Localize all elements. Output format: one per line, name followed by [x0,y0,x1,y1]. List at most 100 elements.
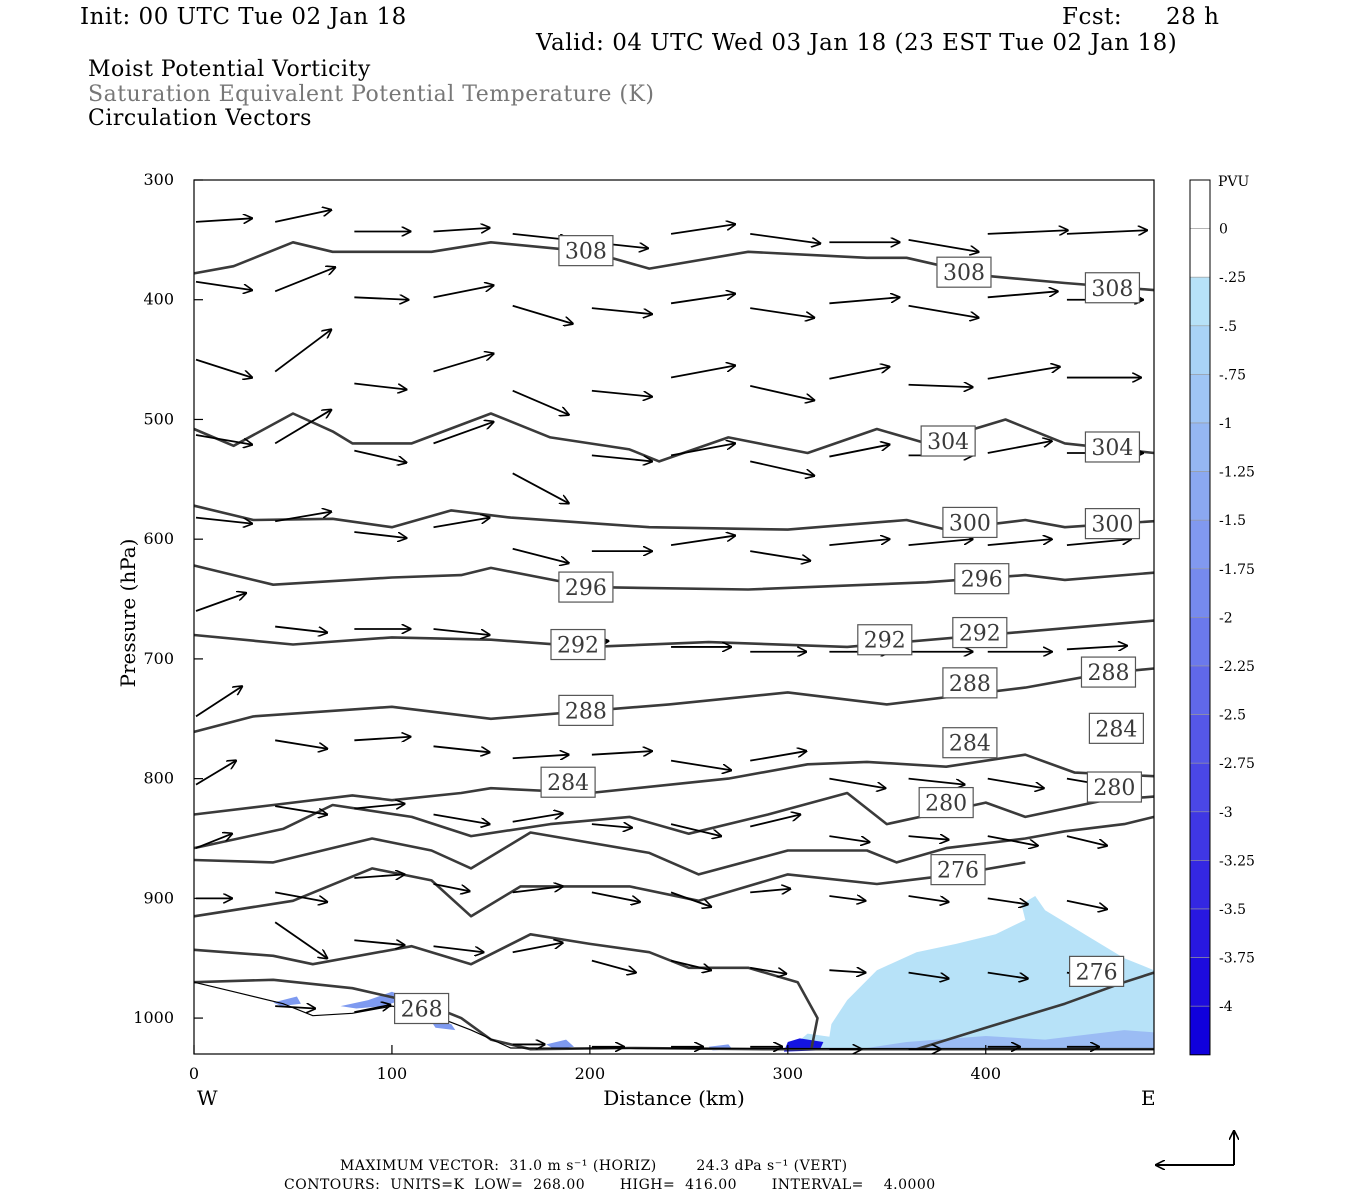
contour-label-box [857,624,913,656]
circulation-vector [512,389,569,415]
contour-label: 284 [547,771,589,796]
theta-es-contour-line [193,861,1026,918]
y-tick-label: 1000 [133,1008,174,1027]
circulation-vector [908,777,965,785]
theta-es-contour-line [193,564,1155,591]
circulation-vector [433,883,470,891]
colorbar-swatch [1189,374,1211,424]
contour-label: 288 [949,672,991,697]
x-tick-label: 0 [189,1064,199,1083]
circulation-vector [750,889,790,893]
theta-es-contour-line [193,933,819,1049]
circulation-vector [908,304,979,318]
circulation-vector [670,366,735,379]
circulation-vector [591,824,632,828]
contour-label-box [952,616,1008,649]
circulation-vector [433,813,490,825]
contour-label-box [1068,955,1125,987]
contour-label-box [394,992,450,1025]
circulation-vector [354,940,404,945]
colorbar-swatch [1189,957,1211,1007]
forecast-hour: 28 h [1166,4,1220,30]
y-axis-label: Pressure (hPa) [116,539,140,688]
circulation-vector [354,449,406,463]
circulation-vector [987,539,1052,547]
theta-es-contour-line [193,815,1155,876]
circulation-vector [750,751,806,762]
circulation-vector [987,367,1060,380]
colorbar-label: -1.75 [1219,562,1255,578]
colorbar-label: -2 [1219,610,1233,626]
circulation-vector [195,761,236,786]
colorbar-units: PVU [1218,174,1250,190]
circulation-vector [670,823,721,836]
contour-label-box [942,667,998,699]
contour-label-box [558,694,614,726]
colorbar-label: -.5 [1219,319,1237,335]
contour-label: 308 [943,261,985,286]
theta-es-contour-line [193,241,1155,292]
circulation-vector [275,805,327,814]
circulation-vector [512,813,563,823]
circulation-vector [750,815,800,828]
circulation-vectors [195,210,1147,1049]
circulation-vector [670,443,735,457]
colorbar-swatch [1189,665,1211,715]
circulation-vector [908,539,973,547]
colorbar-label: -1 [1219,416,1233,432]
circulation-vector [987,441,1052,454]
contour-label-box [1084,272,1141,304]
circulation-vector [1066,539,1131,547]
circulation-vector [987,971,1028,979]
circulation-vector [512,943,563,954]
circulation-vector [987,291,1058,299]
field-title-vectors: Circulation Vectors [88,106,312,131]
contour-label: 288 [1087,661,1129,686]
circulation-vector [275,625,327,633]
colorbar-swatch [1189,325,1211,375]
circulation-vector [195,358,252,378]
colorbar-frame [1189,179,1211,1056]
field-title-pv: Moist Potential Vorticity [88,57,371,82]
contour-label: 288 [565,699,607,724]
circulation-vector [591,959,636,973]
circulation-vector [591,307,652,314]
circulation-vector [433,628,490,635]
contour-label-box [1086,771,1143,803]
contour-label-box [1080,656,1137,688]
colorbar-swatch [1189,179,1211,229]
circulation-vector [750,385,814,400]
circulation-vector [670,891,711,906]
circulation-vector [274,410,331,445]
colorbar-swatch [1189,762,1211,813]
pv-shade-mid [546,1039,574,1050]
circulation-vector [1066,899,1107,909]
colorbar-swatch [1189,568,1211,618]
colorbar-label: -2.75 [1219,756,1255,772]
circulation-vector [195,218,252,222]
axes: 0 100 200 300 400 300 400 500 600 700 800 900 1000 [133,170,1001,1083]
colorbar-swatch [1189,860,1211,910]
circulation-vector [908,836,949,840]
contour-label: 268 [401,998,443,1023]
contour-label-box [558,571,614,603]
surface-contour-line [193,981,1155,1050]
circulation-vector [750,550,810,561]
colorbar-swatch [1189,811,1211,861]
contour-label: 292 [864,629,906,654]
contour-label-box [942,506,998,539]
circulation-vector [829,970,865,972]
circulation-vector [275,512,331,523]
circulation-vector [433,745,490,752]
circulation-vector [1066,230,1147,234]
reference-vector-icon [1156,1131,1234,1165]
colorbar-swatch [1189,617,1211,667]
contour-label-box [1084,508,1141,540]
circulation-vector [354,382,406,390]
colorbar-label: -3.75 [1219,951,1255,967]
circulation-vector [354,297,408,299]
circulation-vector [274,330,331,373]
circulation-vector [433,354,494,373]
circulation-vector [670,536,735,547]
